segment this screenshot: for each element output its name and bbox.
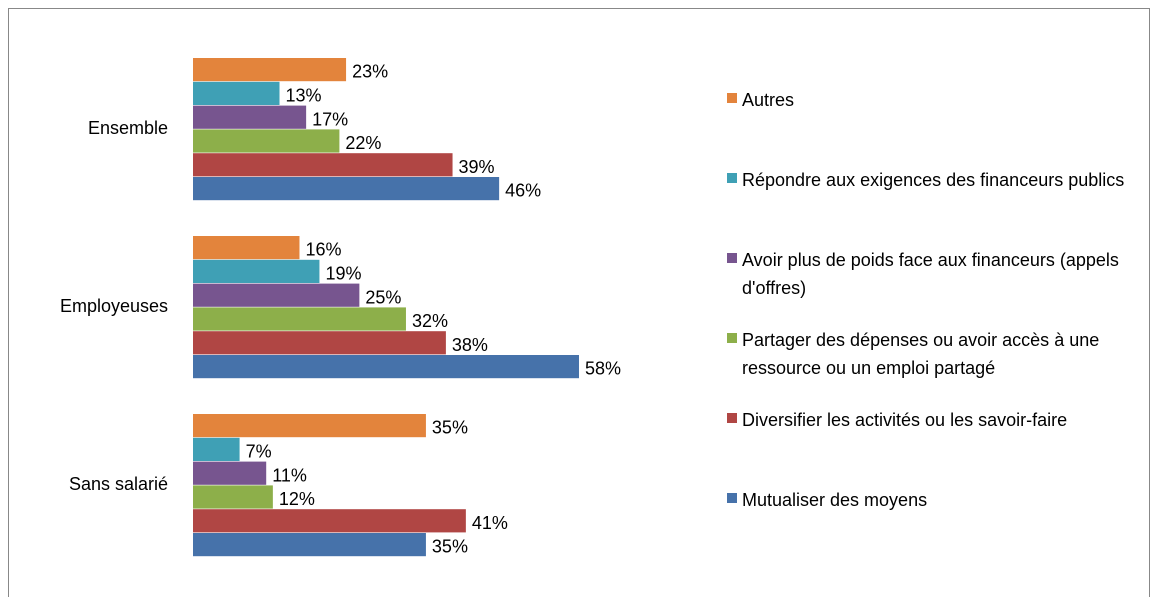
legend-swatch [727,253,737,263]
bar [193,533,426,557]
value-label: 38% [452,335,488,355]
legend-label: Avoir plus de poids face aux financeurs … [742,250,1119,298]
value-label: 46% [505,181,541,201]
bar [193,307,406,331]
value-label: 7% [246,441,272,461]
value-label: 11% [272,465,307,485]
value-label: 19% [325,263,361,283]
bar [193,414,426,438]
value-label: 13% [286,85,322,105]
bar [193,105,307,129]
bar [193,177,500,201]
legend-label: Mutualiser des moyens [742,490,928,510]
legend-swatch [727,333,737,343]
bar [193,283,360,307]
bar [193,236,300,260]
legend-label: Répondre aux exigences des financeurs pu… [742,170,1125,190]
value-label: 22% [345,133,381,153]
value-label: 41% [472,513,508,533]
bar [193,355,579,379]
bar [193,461,267,485]
bar [193,153,453,177]
bar [193,437,240,461]
legend-swatch [727,493,737,503]
category-label: Employeuses [60,296,168,316]
legend-label: Partager des dépenses ou avoir accès à u… [742,330,1100,378]
value-label: 17% [312,109,348,129]
legend-swatch [727,93,737,103]
value-label: 35% [432,537,468,557]
legend-label: Diversifier les activités ou les savoir-… [742,410,1068,430]
bar [193,331,446,355]
value-label: 32% [412,311,448,331]
bar [193,485,273,509]
legend-swatch [727,173,737,183]
bar [193,509,466,533]
bar [193,129,340,153]
value-label: 39% [459,157,495,177]
legend-swatch [727,413,737,423]
category-label: Ensemble [88,118,168,138]
value-label: 25% [365,287,401,307]
bar [193,58,347,82]
value-label: 23% [352,62,388,82]
category-label: Sans salarié [69,474,168,494]
bar [193,81,280,105]
value-label: 16% [305,240,341,260]
bar [193,259,320,283]
value-label: 58% [585,359,621,379]
value-label: 12% [279,489,315,509]
legend-label: Autres [742,90,795,110]
value-label: 35% [432,418,468,438]
